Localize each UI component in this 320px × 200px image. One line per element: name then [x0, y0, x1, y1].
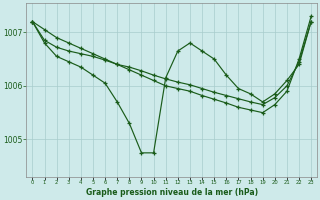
X-axis label: Graphe pression niveau de la mer (hPa): Graphe pression niveau de la mer (hPa)	[86, 188, 258, 197]
